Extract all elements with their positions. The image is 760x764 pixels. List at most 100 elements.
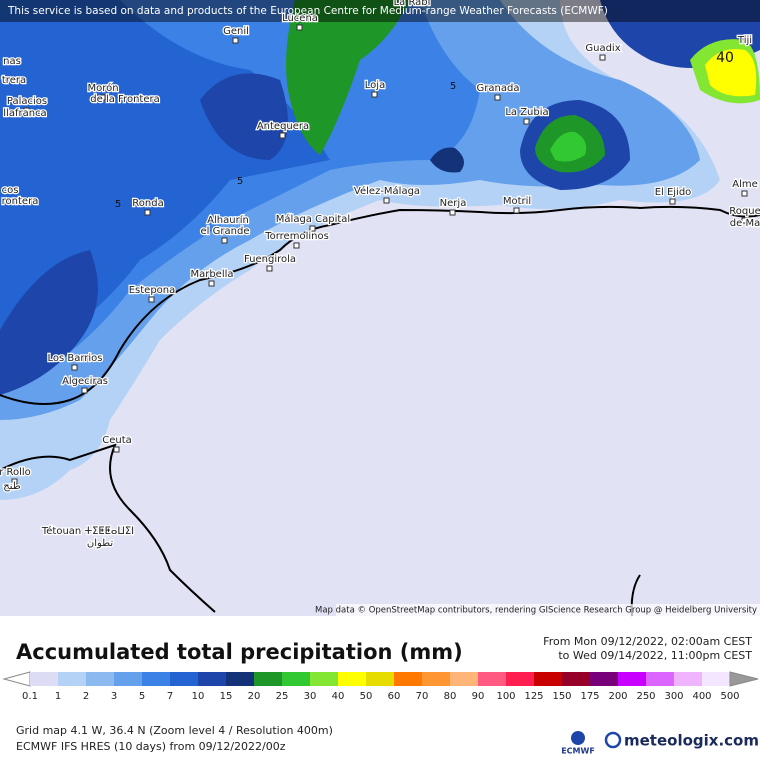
precip-20-north	[286, 0, 410, 155]
legend-label: 100	[496, 691, 515, 702]
legend-swatch	[142, 672, 171, 686]
legend-swatch	[338, 672, 367, 686]
legend-label: 250	[636, 691, 655, 702]
legend-label: 30	[304, 691, 317, 702]
place-label: r Rollo	[0, 467, 31, 478]
legend-label: 175	[580, 691, 599, 702]
place-marker	[144, 209, 151, 216]
legend-label: 70	[416, 691, 429, 702]
place-label: Loja	[365, 80, 385, 91]
place-marker	[523, 118, 530, 125]
legend-swatch	[226, 672, 255, 686]
place-label: nas	[3, 56, 21, 67]
place-label: Morón	[87, 82, 118, 94]
place-label: de Ma	[730, 218, 760, 229]
legend-swatch	[450, 672, 479, 686]
place-label: Roque	[729, 206, 760, 217]
contour-label: 5	[237, 176, 243, 187]
place-marker	[449, 209, 456, 216]
legend-swatch	[506, 672, 535, 686]
legend-swatch	[114, 672, 143, 686]
legend-label: 15	[220, 691, 233, 702]
place-marker	[309, 225, 316, 232]
place-marker	[113, 446, 120, 453]
coastline-africa	[0, 443, 216, 613]
place-marker	[371, 91, 378, 98]
legend-swatch	[590, 672, 619, 686]
place-label: Alhaurín	[207, 214, 249, 226]
legend-swatch	[254, 672, 283, 686]
contour-label: 40	[716, 50, 734, 66]
legend-label: 400	[692, 691, 711, 702]
legend-swatch	[562, 672, 591, 686]
legend-label: 500	[720, 691, 739, 702]
legend-label: 25	[276, 691, 289, 702]
precip-40	[705, 49, 757, 97]
legend-swatch	[58, 672, 87, 686]
legend-label: 1	[55, 691, 61, 702]
legend-swatch	[30, 672, 59, 686]
period-from: From Mon 09/12/2022, 02:00am CEST	[543, 635, 752, 648]
footer-model: ECMWF IFS HRES (10 days) from 09/12/2022…	[16, 740, 286, 753]
period-to: to Wed 09/14/2022, 11:00pm CEST	[558, 649, 752, 662]
place-marker	[383, 197, 390, 204]
legend-label: 150	[552, 691, 571, 702]
place-marker	[81, 387, 88, 394]
legend-arrow-right	[729, 671, 759, 687]
precip-15	[430, 147, 464, 173]
place-label: Ronda	[132, 198, 163, 209]
title: Accumulated total precipitation (mm)	[16, 640, 463, 664]
legend-swatch	[198, 672, 227, 686]
place-marker	[513, 207, 520, 214]
place-label: trera	[2, 75, 26, 86]
place-label: de la Frontera	[90, 94, 159, 105]
place-label: Genil	[223, 26, 249, 37]
place-label: llafranca	[3, 108, 46, 119]
place-label: Palacios	[7, 96, 47, 107]
place-marker	[23, 107, 30, 114]
legend: 0.1 1 2 3 5 7 10 15 20 25 30 40 50 60 70 80 90 100 125 150 1…	[2, 671, 759, 702]
place-marker	[669, 198, 676, 205]
legend-swatch	[478, 672, 507, 686]
place-marker	[494, 94, 501, 101]
legend-swatch	[310, 672, 339, 686]
precip-25	[550, 131, 587, 162]
legend-label: 0.1	[22, 691, 38, 702]
legend-swatch	[366, 672, 395, 686]
place-marker	[279, 132, 286, 139]
place-marker	[741, 217, 748, 224]
ecmwf-icon	[571, 731, 585, 745]
legend-label: 40	[332, 691, 345, 702]
place-label: Granada	[477, 83, 520, 94]
place-label: Málaga Capital	[276, 213, 350, 225]
place-label: Marbella	[190, 269, 233, 280]
place-marker	[266, 265, 273, 272]
legend-swatch	[394, 672, 423, 686]
legend-label: 80	[444, 691, 457, 702]
meteologix-logo: meteologix.com	[624, 732, 759, 750]
banner-bg	[0, 0, 760, 22]
meteologix-icon	[604, 731, 622, 749]
footer-grid: Grid map 4.1 W, 36.4 N (Zoom level 4 / R…	[16, 724, 333, 737]
place-label: Tiji	[737, 35, 752, 46]
place-label: Alme	[732, 179, 758, 190]
legend-label: 50	[360, 691, 373, 702]
legend-swatch	[282, 672, 311, 686]
place-label: Fuengirola	[244, 254, 296, 265]
place-marker	[296, 24, 303, 31]
place-marker	[221, 237, 228, 244]
place-label: Torremolinos	[264, 231, 329, 242]
legend-swatch	[422, 672, 451, 686]
place-label: طنج	[3, 481, 20, 492]
place-marker	[293, 242, 300, 249]
legend-label: 2	[83, 691, 89, 702]
legend-label: 10	[192, 691, 205, 702]
attribution-bg	[336, 604, 760, 616]
place-marker	[11, 478, 18, 485]
legend-label: 300	[664, 691, 683, 702]
legend-swatch	[170, 672, 199, 686]
place-label: Vélez-Málaga	[354, 185, 420, 197]
place-label: El Ejido	[655, 187, 692, 198]
